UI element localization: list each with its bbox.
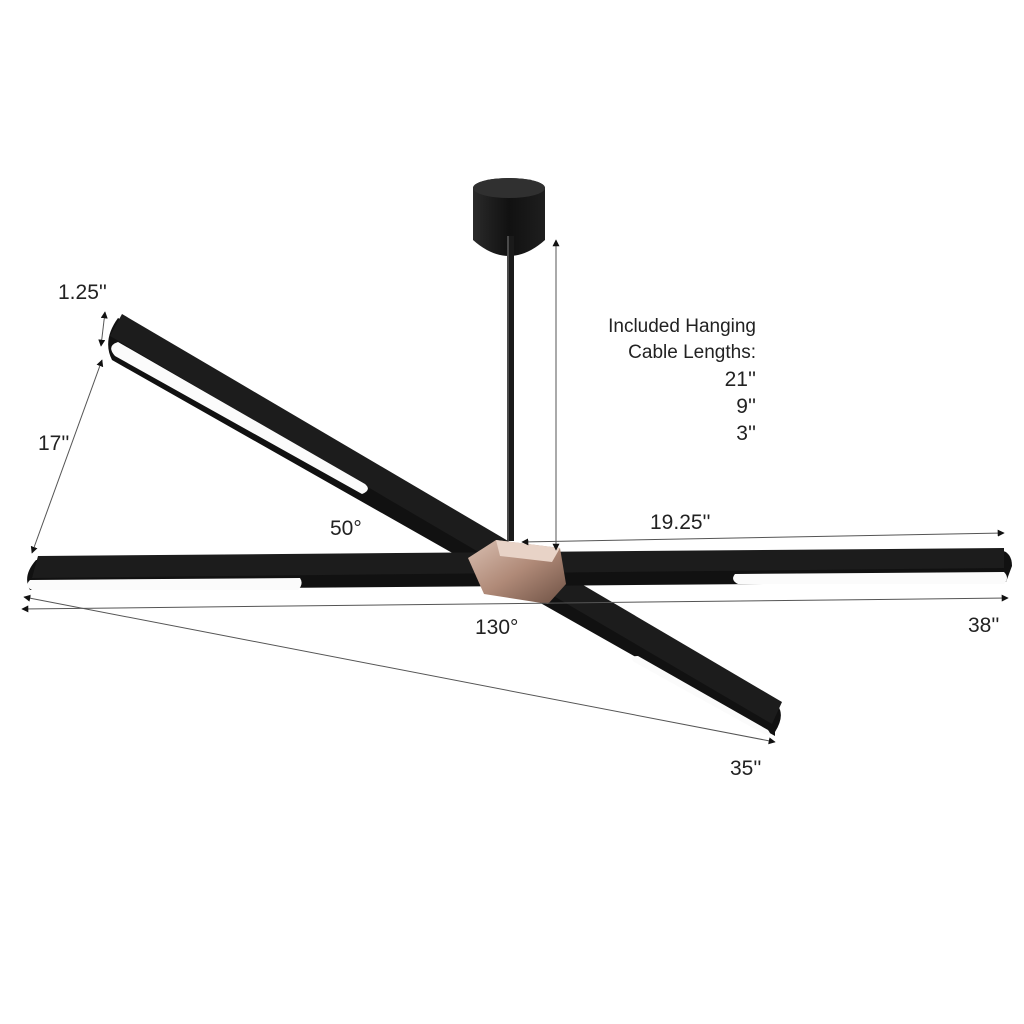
- cable-length-item: 3'': [736, 422, 756, 445]
- large-angle-label: 130°: [475, 616, 519, 639]
- downrod: [507, 236, 514, 541]
- cable-length-item: 9'': [736, 395, 756, 418]
- profile-height-label: 1.25'': [58, 281, 107, 304]
- cable-length-item: 21'': [724, 368, 756, 391]
- profile-height-dimension: [98, 311, 108, 347]
- cable-lengths-note: Included Hanging Cable Lengths: 21'' 9''…: [608, 314, 756, 447]
- cable-heading-line2: Cable Lengths:: [628, 342, 756, 363]
- right-diffuser: [733, 572, 1007, 584]
- ceiling-canopy: [473, 178, 545, 256]
- arm-length-label: 19.25'': [650, 511, 711, 534]
- center-hub: [468, 540, 566, 604]
- diagonal-span-dimension: [23, 594, 776, 745]
- diagonal-span-label: 35'': [730, 757, 762, 780]
- overall-width-dimension: [21, 594, 1009, 613]
- cable-heading-line1: Included Hanging: [608, 316, 756, 337]
- upper-diffuser: [111, 342, 368, 494]
- bar-depth-label: 17'': [38, 432, 70, 455]
- dimension-lines: [21, 239, 1009, 745]
- arm-length-dimension: [521, 529, 1005, 546]
- small-angle-label: 50°: [330, 517, 362, 540]
- left-diffuser: [27, 578, 302, 590]
- overall-width-label: 38'': [968, 614, 1000, 637]
- bar-depth-dimension: [30, 359, 104, 554]
